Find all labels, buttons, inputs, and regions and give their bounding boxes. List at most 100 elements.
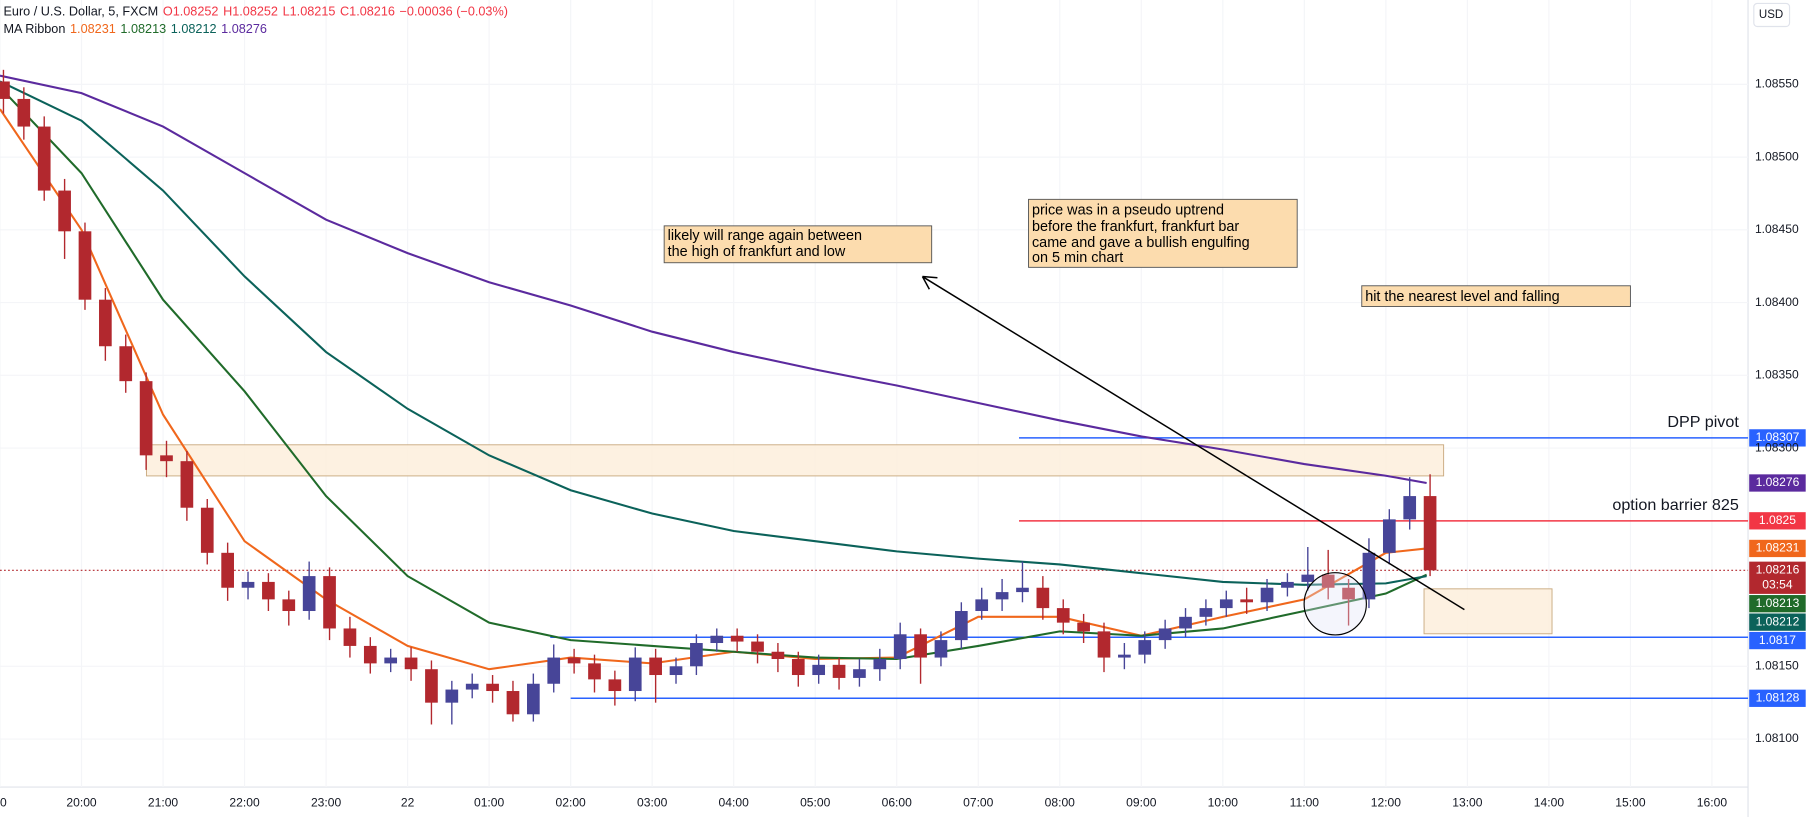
currency-button[interactable] [1753,2,1791,28]
candle-body [669,666,683,676]
note-text: before the frankfurt, frankfurt bar [1032,219,1239,235]
candle-body [17,98,31,127]
candle-body [730,635,744,642]
candle-body [1342,587,1355,600]
candle-body [690,643,703,667]
candle-body [1097,631,1111,658]
x-tick-label: 13:00 [1452,795,1483,809]
level-label: option barrier 825 [1612,496,1738,514]
ma-value: 1.08212 [171,22,217,36]
candle-body [914,634,927,658]
x-tick-label: 09:00 [1126,795,1157,809]
price-tag [1749,631,1806,650]
price-tag [1749,474,1806,492]
x-tick-label: 01:00 [474,795,505,809]
price-tag [1749,512,1806,530]
x-tick-label: 05:00 [800,795,831,809]
candle-body [527,683,540,715]
note-text: likely will range again between [668,228,862,244]
candle-body [404,657,418,670]
candle-body [791,659,805,676]
candle-body [1321,574,1335,588]
y-tick-label: 1.08100 [1755,731,1799,745]
candle-body [160,455,173,462]
candle-body [1036,587,1050,609]
note-box [1361,285,1631,307]
levels: DPP pivot option barrier 825 [0,413,1749,700]
price-tag [1749,613,1806,631]
candle-body [465,683,479,690]
candle-body [486,683,499,692]
note-text: price was in a pseudo uptrend [1032,203,1224,219]
y-tick-label: 1.08400 [1755,295,1799,309]
x-tick-label: 11:00 [1290,795,1320,809]
candle-body [37,126,51,191]
candle-body [1118,654,1131,658]
candle-body [873,659,887,670]
currency[interactable]: USD [1759,9,1783,21]
y-tick-label: 1.08450 [1755,222,1799,236]
candle-body [588,663,601,680]
price-tag-label: 1.08213 [1756,596,1800,610]
ohlc: L1.08215 [283,5,336,19]
legend-symbol: Euro / U.S. Dollar, 5, FXCM O1.08252 H1.08… [3,5,507,19]
arrow-head [921,275,938,290]
y-tick-label: 1.08300 [1755,440,1799,454]
candle-body [384,657,398,664]
note-text: hit the nearest level and falling [1365,289,1559,305]
candle-body [180,461,194,508]
level-label: DPP pivot [1667,413,1739,431]
candle-body [893,634,907,660]
candle-body [1281,581,1294,588]
candle-body [1260,587,1274,603]
ma-value: 1.08213 [120,22,166,36]
ma-value: 1.08276 [221,22,267,36]
candle-body [99,299,112,347]
x-tick-label: 21:00 [148,795,179,809]
x-tick-label: 22:00 [229,795,260,809]
trend-arrow [922,275,1465,611]
price-tag [1749,429,1806,447]
candle-body [1199,608,1213,617]
y-tick-label: 1.08550 [1755,77,1799,91]
symbol: Euro / U.S. Dollar, 5, FXCM [3,5,158,19]
candle-body [1301,574,1315,582]
ohlc: O1.08252 [163,5,219,19]
indicator-name: MA Ribbon [3,22,65,36]
x-tick-label: 20:00 [66,795,97,809]
candle-body [1077,622,1090,632]
candle-body [445,689,459,703]
legend-indicator[interactable]: MA Ribbon 1.08231 1.08213 1.08212 1.08276 [3,22,266,36]
candle-body [78,231,92,300]
change: −0.00036 (−0.03%) [400,5,508,19]
x-tick-label: 22 [401,795,415,809]
candle-body [1362,552,1376,600]
note-box [1028,198,1298,268]
candle-body [954,611,968,641]
x-tick-label: 07:00 [963,795,994,809]
candle-body [200,507,214,553]
target-zone [1423,588,1553,635]
engulfing-circle [1303,572,1367,636]
ohlc: C1.08216 [340,5,395,19]
y-tick-label: 1.08350 [1755,368,1799,382]
candle-body [1240,599,1254,603]
ma-line [0,80,1427,586]
candle-body [58,190,71,232]
candle-body [119,346,133,382]
candle-body [547,657,561,684]
candle-body [282,599,296,612]
x-tick-label: 16:00 [1697,795,1728,809]
candle-body [1423,496,1437,571]
candle-body [1403,496,1417,520]
ohlc: H1.08252 [223,5,278,19]
candle-body [0,81,10,99]
candle-body [628,657,642,692]
candle-body [262,581,275,600]
price-tag-label: 1.08128 [1756,691,1800,705]
candle-body [1179,616,1192,629]
price-tag-label: 1.08307 [1756,430,1800,444]
x-tick-label: 06:00 [882,795,913,809]
